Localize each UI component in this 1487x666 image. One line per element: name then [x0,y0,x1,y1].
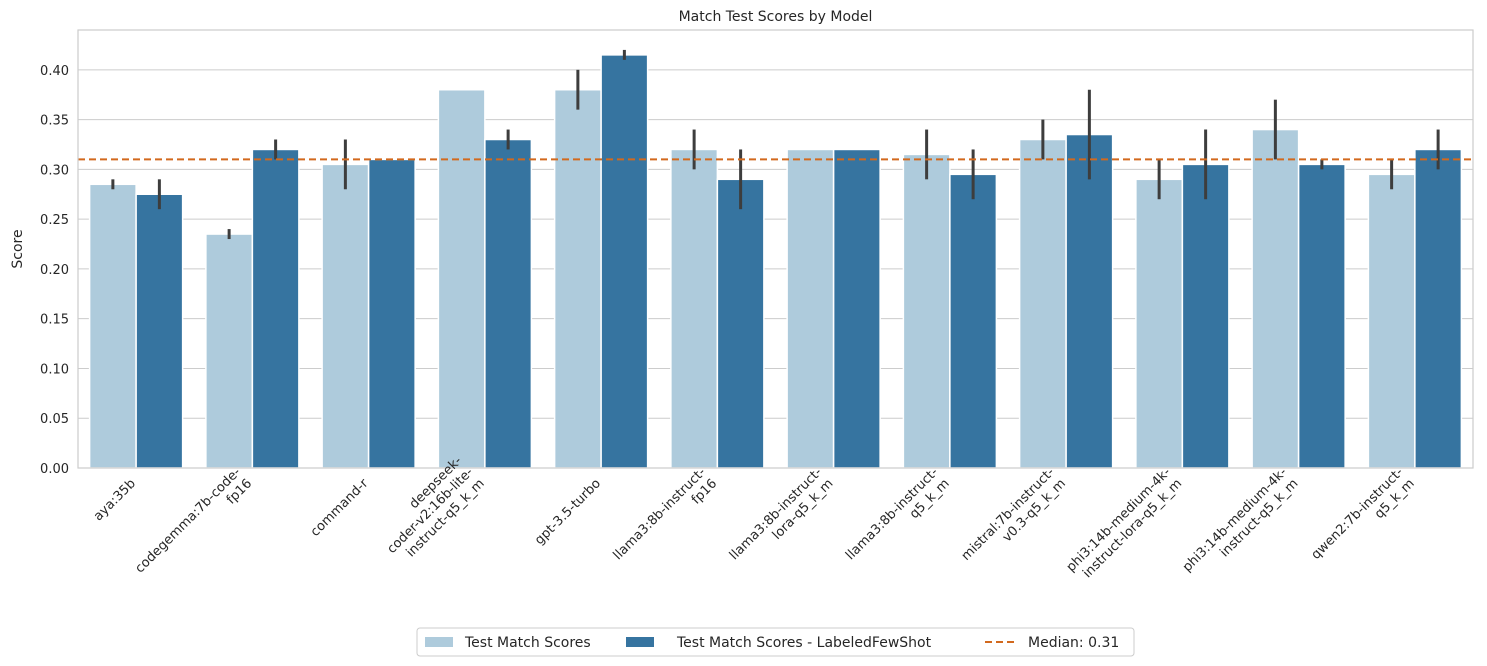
x-tick-label-line: mistral:7b-instruct- [959,465,1058,564]
y-tick-label: 0.00 [40,462,69,477]
bar [553,88,602,469]
plot-frame [77,29,1474,469]
x-tick-label-line: phi3:14b-medium-4k- [1180,465,1290,575]
y-tick-label: 0.40 [40,64,69,79]
bar [437,88,486,469]
legend: Test Match Scores Test Match Scores - La… [416,627,1135,657]
bar [1367,173,1416,469]
x-tick-label-line: llama3:8b-instruct- [727,465,825,563]
bar [1018,138,1067,469]
axes [77,29,1474,469]
bar [367,158,416,469]
x-tick-label: llama3:8b-instruct-lora-q5_k_m [727,465,837,575]
gridlines [78,69,1473,469]
x-tick-label: command-r [308,476,372,540]
bar [902,153,951,469]
bar [1251,128,1300,469]
bar [251,148,300,469]
y-tick-label: 0.25 [40,213,69,228]
bar [1297,163,1346,469]
x-tick-label: phi3:14b-medium-4k-instruct-q5_k_m [1180,465,1302,587]
bar [205,233,254,469]
x-tick-label-line: qwen2:7b-instruct- [1309,465,1407,563]
x-tick-label: llama3:8b-instruct-fp16 [611,465,721,575]
bar [321,163,370,469]
x-tick-label: gpt-3.5-turbo [532,476,604,548]
bar [88,183,137,469]
y-tick-labels: 0.00 0.05 0.10 0.15 0.20 0.25 0.30 0.35 0.40 [40,64,69,477]
bar [786,148,835,469]
x-tick-label-line: phi3:14b-medium-4k- [1064,465,1174,575]
y-tick-label: 0.35 [40,114,69,129]
bar [600,54,649,469]
x-tick-label-line: command-r [308,476,372,540]
x-tick-label: qwen2:7b-instruct-q5_k_m [1309,465,1418,574]
y-tick-label: 0.30 [40,163,69,178]
bar [832,148,881,469]
x-tick-label: aya:35b [91,476,139,524]
x-tick-label: codegemma:7b-code-fp16 [132,465,255,588]
x-tick-label-line: aya:35b [91,476,139,524]
bar [1065,133,1114,469]
x-tick-label: llama3:8b-instruct-q5_k_m [843,465,953,575]
bar [949,173,998,469]
legend-frame [416,627,1135,657]
bar [135,193,184,469]
x-tick-label-line: llama3:8b-instruct- [611,465,709,563]
x-tick-label-line: llama3:8b-instruct- [843,465,941,563]
error-bars [111,49,1440,240]
bar [670,148,719,469]
bar [1135,178,1184,469]
legend-label-median: Median: 0.31 [1028,635,1119,651]
legend-swatch-labeled-few-shot [626,637,654,647]
y-tick-label: 0.10 [40,362,69,377]
y-tick-label: 0.15 [40,313,69,328]
x-tick-label: mistral:7b-instruct-v0.3-q5_k_m [959,465,1069,575]
legend-label-test-match-scores: Test Match Scores [464,635,591,651]
x-tick-label-line: codegemma:7b-code- [132,465,244,577]
chart-title: Match Test Scores by Model [679,9,873,25]
y-axis-label: Score [10,229,26,268]
bar [1414,148,1463,469]
legend-label-labeled-few-shot: Test Match Scores - LabeledFewShot [676,635,932,651]
y-tick-label: 0.20 [40,263,69,278]
legend-swatch-test-match-scores [425,637,453,647]
bars [88,54,1463,469]
bar [484,138,533,469]
bar [1181,163,1230,469]
x-tick-label-line: gpt-3.5-turbo [532,476,604,548]
x-tick-label: deepseek-coder-v2:16b-lite-instruct-q5_k… [373,453,488,568]
x-tick-label: phi3:14b-medium-4k-instruct-lora-q5_k_m [1064,465,1186,587]
y-tick-label: 0.05 [40,412,69,427]
x-tick-label-line: instruct-lora-q5_k_m [1080,476,1185,581]
bar [716,178,765,469]
